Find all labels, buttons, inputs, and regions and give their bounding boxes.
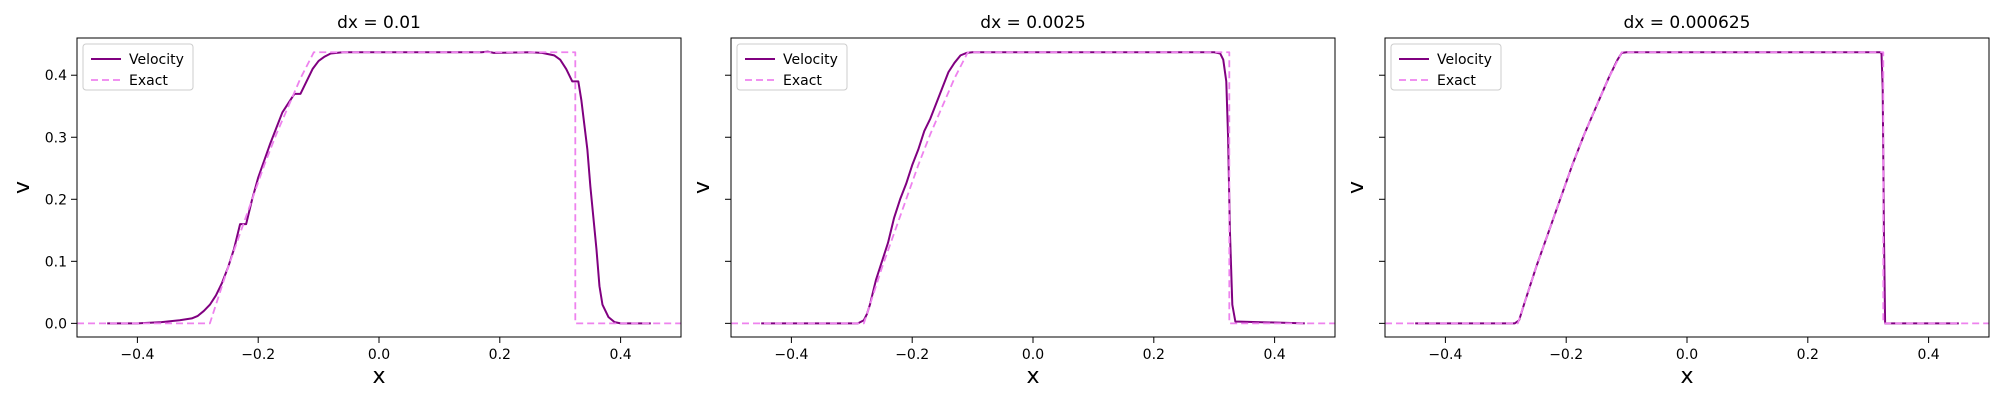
chart-title: dx = 0.0025 (980, 13, 1085, 33)
chart-panel-1: dx = 0.01 −0.4 −0.2 0.0 0.2 0.4 0.0 0.1 0.2 0.3 0.… (10, 13, 682, 389)
x-tick-label: −0.2 (895, 347, 929, 363)
y-tick-label: 0.0 (45, 316, 67, 332)
y-tick-label: 0.3 (45, 130, 67, 146)
chart-panel-3: dx = 0.000625 −0.4 −0.2 0.0 0.2 0.4 x v Velocity… (1344, 13, 1990, 389)
series-line-exact (1385, 51, 1989, 325)
y-tick-label: 0.2 (45, 192, 67, 208)
y-tick-label: 0.1 (45, 254, 67, 270)
y-axis-label: v (1344, 181, 1369, 194)
legend-label: Velocity (129, 52, 184, 68)
y-tick-label: 0.4 (45, 68, 67, 84)
legend-box (736, 43, 848, 91)
series-line-velocity (1415, 51, 1959, 325)
x-tick-label: 0.2 (1797, 347, 1819, 363)
legend-label: Velocity (1437, 52, 1492, 68)
x-tick-label: 0.2 (489, 347, 511, 363)
x-tick-label: 0.0 (368, 347, 390, 363)
legend-label: Velocity (783, 52, 838, 68)
series-line-exact (731, 51, 1335, 325)
legend: Velocity Exact (82, 43, 194, 91)
x-tick-label: 0.2 (1143, 347, 1165, 363)
legend: Velocity Exact (1390, 43, 1502, 91)
legend-label: Exact (783, 73, 822, 89)
x-tick-label: −0.2 (241, 347, 275, 363)
legend-label: Exact (1437, 73, 1476, 89)
x-tick-label: −0.4 (1428, 347, 1462, 363)
legend-box (1390, 43, 1502, 91)
x-tick-label: 0.4 (609, 347, 631, 363)
x-axis-label: x (1026, 364, 1039, 389)
x-tick-label: −0.4 (774, 347, 808, 363)
x-tick-label: −0.2 (1549, 347, 1583, 363)
y-axis-label: v (690, 181, 715, 194)
series-line-velocity (107, 50, 651, 325)
series-line-exact (77, 51, 681, 325)
x-tick-label: 0.4 (1917, 347, 1939, 363)
x-axis-label: x (1680, 364, 1693, 389)
legend-label: Exact (129, 73, 168, 89)
chart-title: dx = 0.000625 (1623, 13, 1750, 33)
legend: Velocity Exact (736, 43, 848, 91)
y-axis-label: v (10, 181, 35, 194)
chart-panel-2: dx = 0.0025 −0.4 −0.2 0.0 0.2 0.4 x v Velocity Ex… (690, 13, 1336, 389)
series-line-velocity (761, 51, 1305, 325)
x-tick-label: 0.0 (1022, 347, 1044, 363)
x-tick-label: −0.4 (120, 347, 154, 363)
x-tick-label: 0.4 (1263, 347, 1285, 363)
chart-title: dx = 0.01 (337, 13, 421, 33)
legend-box (82, 43, 194, 91)
x-tick-label: 0.0 (1676, 347, 1698, 363)
x-axis-label: x (372, 364, 385, 389)
